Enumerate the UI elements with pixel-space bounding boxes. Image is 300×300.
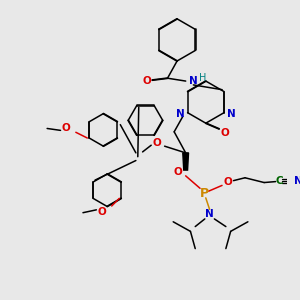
Text: H: H xyxy=(199,73,207,83)
Text: O: O xyxy=(224,177,232,187)
Text: O: O xyxy=(62,124,70,134)
Text: P: P xyxy=(200,187,209,200)
Polygon shape xyxy=(183,153,188,170)
Text: C: C xyxy=(276,176,283,186)
Text: O: O xyxy=(153,138,161,148)
Text: O: O xyxy=(174,167,182,177)
Text: N: N xyxy=(176,109,184,118)
Text: O: O xyxy=(98,207,106,217)
Text: O: O xyxy=(220,128,229,138)
Text: N: N xyxy=(227,109,236,118)
Text: N: N xyxy=(189,76,198,86)
Text: O: O xyxy=(142,76,151,86)
Text: N: N xyxy=(205,209,214,219)
Text: N: N xyxy=(294,176,300,186)
